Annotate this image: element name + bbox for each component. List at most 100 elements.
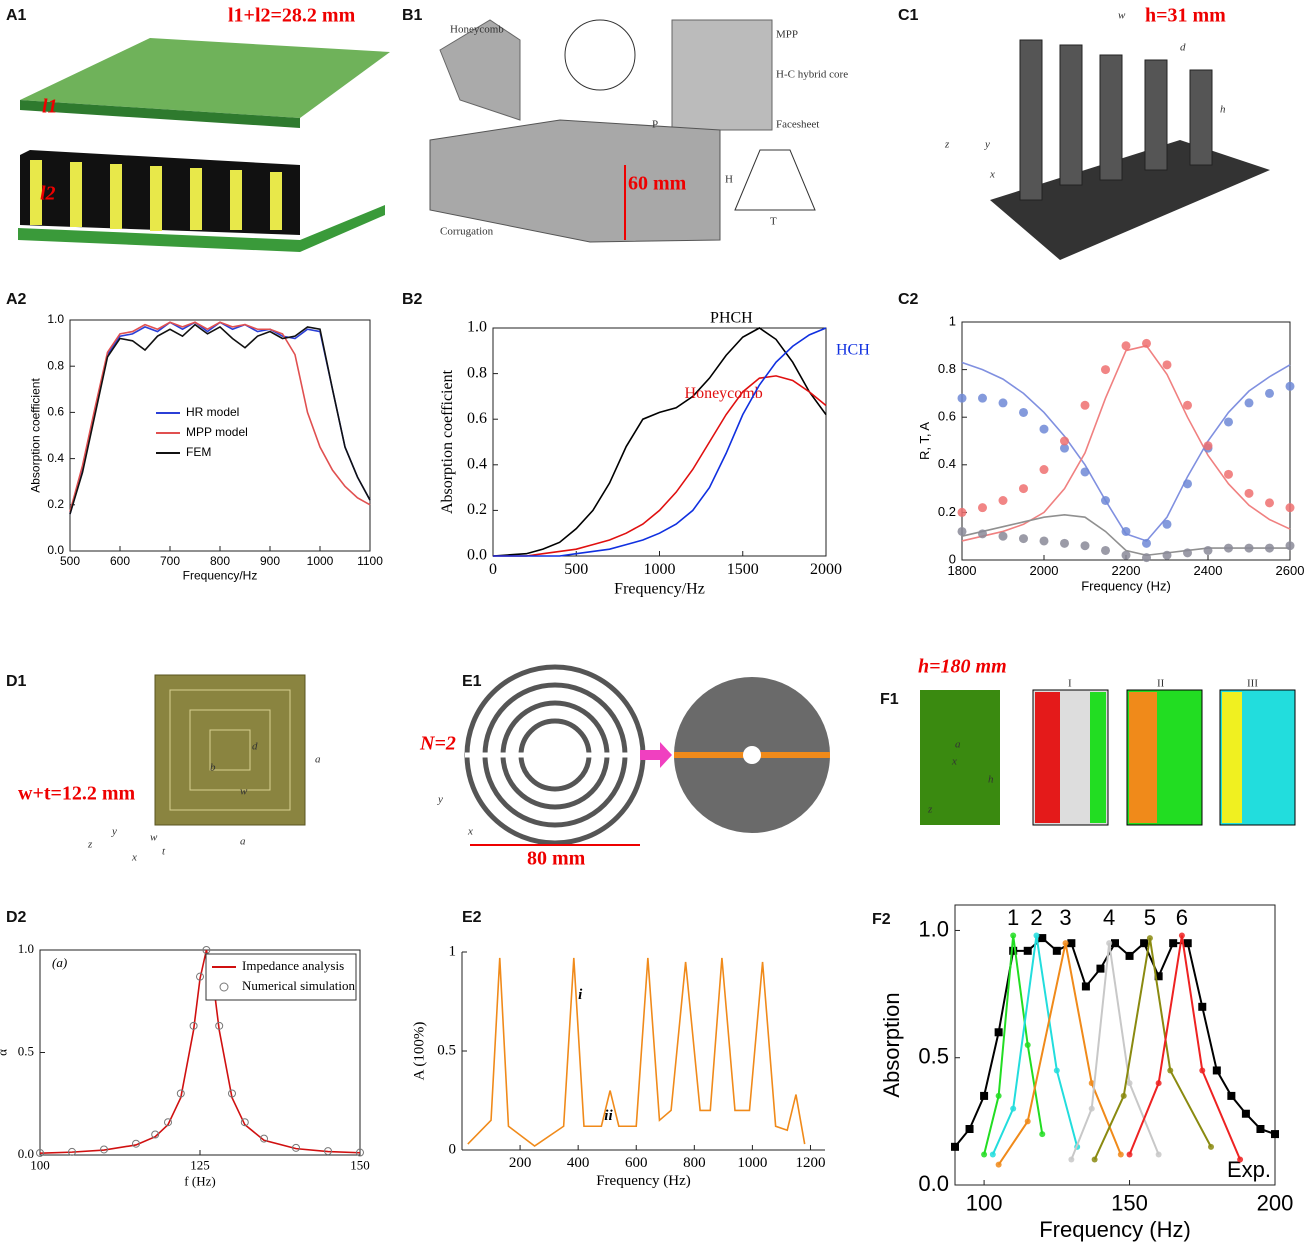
marker [1060, 437, 1069, 446]
marker [1156, 1080, 1162, 1086]
marker [1156, 1151, 1162, 1157]
x-axis-label: Frequency/Hz [183, 568, 258, 582]
x-tick-label: 500 [564, 561, 588, 578]
chart: A2500600700800900100011000.00.20.40.60.8… [6, 291, 383, 582]
label: h [988, 774, 994, 786]
marker [1025, 1042, 1031, 1048]
marker [978, 529, 987, 538]
x-axis-label: Frequency (Hz) [1039, 1217, 1191, 1242]
zoom [565, 20, 635, 90]
marker [1101, 496, 1110, 505]
marker [1122, 527, 1131, 536]
x-tick-label: 1500 [727, 561, 759, 578]
label: Facesheet [776, 119, 819, 131]
illustration-b1: B1 Honeycomb MPP H-C hybrid core Faceshe… [402, 7, 848, 242]
y-tick-label: 1 [449, 943, 457, 959]
marker [1286, 382, 1295, 391]
x-tick-label: 100 [966, 1191, 1003, 1216]
y-axis-label: α [0, 1049, 10, 1056]
marker [1213, 1066, 1221, 1074]
cell [1035, 692, 1060, 823]
legend-label: MPP model [186, 425, 248, 439]
label: t [162, 846, 166, 858]
marker [1179, 933, 1185, 939]
chart: D21001251500.00.51.0f (Hz)αImpedance ana… [0, 909, 370, 1188]
y-tick-label: 1.0 [47, 312, 64, 326]
series-label: PHCH [710, 310, 753, 327]
figure: A1 l1+l2=28.2 mm l1 l2 B1 Honeycomb MPP … [0, 0, 1307, 1243]
x-tick-label: 700 [160, 554, 180, 568]
marker [1242, 1110, 1250, 1118]
marker [1204, 441, 1213, 450]
marker [1163, 520, 1172, 529]
illustration-e1: E1 N=2 80 mm y x [419, 667, 830, 870]
marker [1081, 467, 1090, 476]
annotation: h=31 mm [1145, 5, 1226, 27]
y-tick-label: 1.0 [918, 916, 949, 941]
y-axis-label: Absorption [879, 992, 904, 1097]
y-tick-label: 0.0 [918, 1171, 949, 1196]
marker [1208, 1144, 1214, 1150]
marker [1163, 360, 1172, 369]
annotation: ii [604, 1108, 613, 1124]
label: II [1157, 678, 1165, 690]
marker [1245, 544, 1254, 553]
y-tick-label: 0.4 [938, 456, 956, 471]
marker [1089, 1106, 1095, 1112]
y-tick-label: 0.6 [467, 410, 487, 427]
marker [1081, 401, 1090, 410]
x-tick-label: 125 [190, 1158, 210, 1173]
marker [1224, 417, 1233, 426]
x-tick-label: 400 [567, 1155, 590, 1171]
annotation: i [578, 987, 583, 1003]
y-axis-label: Absorption coefficient [29, 378, 43, 493]
marker [1101, 365, 1110, 374]
marker [1183, 479, 1192, 488]
label: z [87, 839, 93, 851]
section [735, 150, 815, 210]
y-tick-label: 0.4 [47, 451, 64, 465]
marker [1142, 539, 1151, 548]
x-tick-label: 1000 [307, 554, 334, 568]
series-label: Exp. [1227, 1157, 1271, 1182]
x-axis-label: Frequency (Hz) [1081, 579, 1171, 594]
marker [1245, 398, 1254, 407]
series-label: 6 [1176, 905, 1188, 930]
marker [1096, 965, 1104, 973]
marker [1184, 939, 1192, 947]
y-tick-label: 0 [449, 1141, 457, 1157]
annotation: l2 [40, 183, 56, 205]
panel-label: D1 [6, 673, 27, 690]
series-label: 2 [1030, 905, 1042, 930]
marker [958, 508, 967, 517]
x-tick-label: 200 [1257, 1191, 1294, 1216]
y-tick-label: 0.0 [47, 543, 64, 557]
marker [1183, 401, 1192, 410]
marker [1140, 939, 1148, 947]
marker [1025, 1118, 1031, 1124]
marker [978, 503, 987, 512]
panel-label: E2 [462, 909, 482, 926]
marker [1147, 935, 1153, 941]
marker [1265, 544, 1274, 553]
x-tick-label: 1100 [357, 554, 383, 568]
marker [1039, 1131, 1045, 1137]
illustration-f1: F1 h=180 mm I II III a h x z [880, 656, 1295, 825]
x-tick-label: 2600 [1276, 563, 1305, 578]
marker [980, 1092, 988, 1100]
series-line [1071, 943, 1158, 1159]
marker [1127, 1151, 1133, 1157]
y-axis-label: R, T, A [917, 422, 932, 460]
marker [1092, 1157, 1098, 1163]
label: H [725, 174, 733, 186]
illustration-a1: A1 l1+l2=28.2 mm l1 l2 [6, 5, 390, 252]
y-axis-label: Absorption coefficient [439, 369, 456, 514]
y-tick-label: 0.8 [47, 358, 64, 372]
x-axis-label: f (Hz) [184, 1173, 215, 1188]
cell [1129, 692, 1157, 823]
marker [1265, 389, 1274, 398]
series-line [493, 376, 826, 556]
marker [1040, 465, 1049, 474]
series-line [984, 936, 1042, 1155]
panel-label: B2 [402, 291, 423, 308]
